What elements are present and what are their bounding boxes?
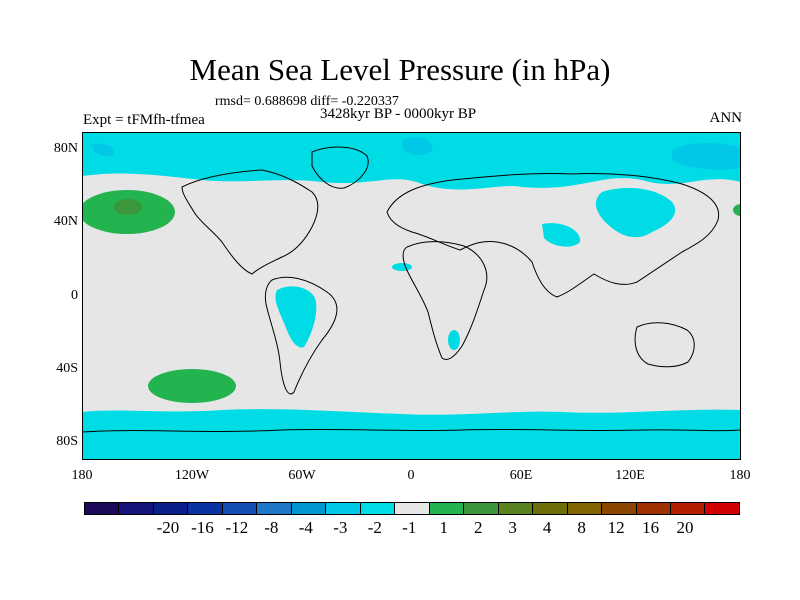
- colorbar-swatch: [635, 502, 671, 515]
- lon-label-60w: 60W: [288, 468, 316, 483]
- colorbar-swatch: [221, 502, 258, 515]
- colorbar-tick-label: 16: [642, 518, 660, 537]
- map-background: [82, 132, 741, 460]
- colorbar-swatch: [669, 502, 706, 515]
- colorbar-swatch: [704, 502, 740, 515]
- sahara-anomaly-patch: [392, 263, 412, 271]
- colorbar-tick-label: 2: [473, 518, 483, 537]
- colorbar-swatch: [290, 502, 327, 515]
- stats-line: rmsd= 0.688698 diff= -0.220337: [215, 94, 399, 109]
- lon-label-120w: 120W: [174, 468, 210, 483]
- colorbar-tick-label: -12: [225, 518, 249, 537]
- colorbar-tick-label: 20: [676, 518, 694, 537]
- lat-label-0: 0: [71, 288, 78, 303]
- colorbar-swatch: [187, 502, 223, 515]
- colorbar-swatch: [152, 502, 189, 515]
- greenland-coast: [311, 146, 369, 189]
- season-label: ANN: [709, 110, 743, 126]
- colorbar-tick-label: 12: [607, 518, 625, 537]
- colorbar-tick-label: -4: [298, 518, 313, 537]
- colorbar-tick-label: 1: [439, 518, 448, 537]
- chart-title: Mean Sea Level Pressure (in hPa): [189, 52, 611, 87]
- australia-coast: [634, 322, 695, 368]
- eurasia-coast: [386, 172, 720, 298]
- antarctica-coast: [82, 428, 741, 433]
- lon-label-60e: 60E: [509, 468, 533, 483]
- lon-label-180e: 180: [729, 468, 751, 483]
- colorbar-tick-label: -16: [191, 518, 214, 537]
- coastlines: [82, 146, 741, 433]
- lat-label-80s: 80S: [56, 434, 78, 449]
- lon-label-120e: 120E: [615, 468, 645, 483]
- colorbar-tick-label: -20: [156, 518, 180, 537]
- lon-label-0: 0: [407, 468, 415, 483]
- map-panel: [82, 132, 741, 460]
- colorbar-tick-label: 4: [542, 518, 552, 537]
- colorbar-swatch: [359, 502, 396, 515]
- colorbar-tick-label: 3: [508, 518, 517, 537]
- map-svg: [82, 132, 741, 460]
- map-frame: [82, 132, 741, 460]
- colorbar: [84, 502, 740, 516]
- north-america-coast: [181, 169, 319, 275]
- period-label: 3428kyr BP - 0000kyr BP: [320, 106, 477, 122]
- lat-label-40s: 40S: [56, 361, 78, 376]
- colorbar-swatch: [463, 502, 499, 515]
- colorbar-tick-label: -3: [333, 518, 348, 537]
- colorbar-swatch: [394, 502, 430, 515]
- colorbar-swatch: [256, 502, 292, 515]
- arctic-anomaly-region: [82, 132, 741, 190]
- arctic-blue-patch-3: [91, 143, 115, 157]
- colorbar-tick-label: -1: [402, 518, 417, 537]
- colorbar-tick-label: -2: [367, 518, 382, 537]
- south-pacific-positive: [148, 369, 236, 403]
- arctic-blue-patch-2: [672, 143, 741, 170]
- asia-anomaly-region: [595, 187, 676, 238]
- tibet-anomaly-region: [542, 223, 581, 247]
- lon-label-180w: 180: [71, 468, 93, 483]
- colorbar-swatch: [601, 502, 637, 515]
- arctic-blue-patch-1: [402, 137, 433, 156]
- southern-africa-anomaly-patch: [448, 330, 460, 350]
- colorbar-tick-label: -8: [264, 518, 279, 537]
- colorbar-swatch: [532, 502, 568, 515]
- lat-label-40n: 40N: [53, 214, 78, 229]
- colorbar-swatch: [325, 502, 361, 515]
- lat-label-80n: 80N: [53, 141, 78, 156]
- experiment-label: Expt = tFMfh-tfmea: [83, 112, 205, 128]
- colorbar-swatch: [497, 502, 534, 515]
- southern-ocean-anomaly-region: [82, 409, 741, 460]
- colorbar-swatch: [84, 502, 120, 515]
- south-america-coast: [264, 276, 338, 395]
- colorbar-swatch: [428, 502, 465, 515]
- south-america-anomaly-region: [275, 286, 317, 348]
- east-asia-positive: [733, 204, 741, 216]
- africa-coast: [402, 241, 488, 360]
- colorbar-swatch: [118, 502, 154, 515]
- colorbar-swatch: [566, 502, 603, 515]
- colorbar-tick-label: 8: [577, 518, 586, 537]
- north-pacific-core: [114, 199, 142, 215]
